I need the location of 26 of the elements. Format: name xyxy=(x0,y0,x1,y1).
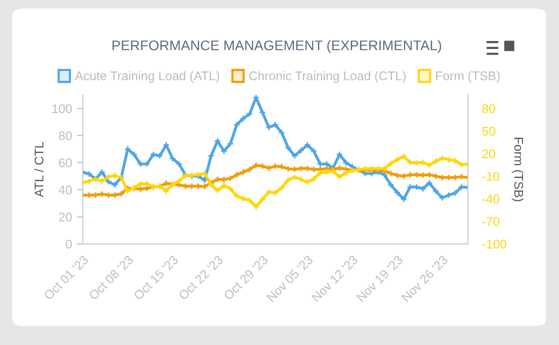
y2-tick-label: 50 xyxy=(482,126,496,136)
y2-tick-label: -10 xyxy=(482,172,500,181)
y-tick-label: 60 xyxy=(59,158,72,168)
legend-label: Chronic Training Load (CTL) xyxy=(249,71,406,83)
y2-tick-label: -70 xyxy=(482,217,500,226)
y2-axis-title: Form (TSB) xyxy=(512,138,524,202)
y-axis-title: ATL / CTL xyxy=(34,142,44,198)
y-tick-label: 0 xyxy=(66,240,72,249)
y2-tick-label: 80 xyxy=(482,104,496,114)
chart-title: PERFORMANCE MANAGEMENT (EXPERIMENTAL) xyxy=(112,40,442,54)
x-tick-label: Oct 15 '23 xyxy=(133,254,179,300)
legend-label: Acute Training Load (ATL) xyxy=(74,71,220,83)
y-tick-label: 20 xyxy=(59,212,72,222)
x-tick-label: Nov 12 '23 xyxy=(311,254,358,302)
x-tick-label: Oct 01 '23 xyxy=(43,254,89,300)
y-tick-label: 40 xyxy=(58,186,72,194)
y-tick-label: 80 xyxy=(58,131,72,140)
x-tick-label: Nov 19 '23 xyxy=(356,254,404,302)
x-tick-label: Oct 22 '23 xyxy=(178,254,224,300)
x-tick-label: Nov 26 '23 xyxy=(401,254,448,302)
y2-tick-label: -100 xyxy=(482,240,506,249)
y-tick-label: 100 xyxy=(52,104,72,114)
x-tick-label: Oct 08 '23 xyxy=(88,254,134,300)
legend-label: Form (TSB) xyxy=(436,71,500,83)
y2-tick-label: -40 xyxy=(482,194,500,204)
y2-tick-label: 20 xyxy=(482,149,496,158)
